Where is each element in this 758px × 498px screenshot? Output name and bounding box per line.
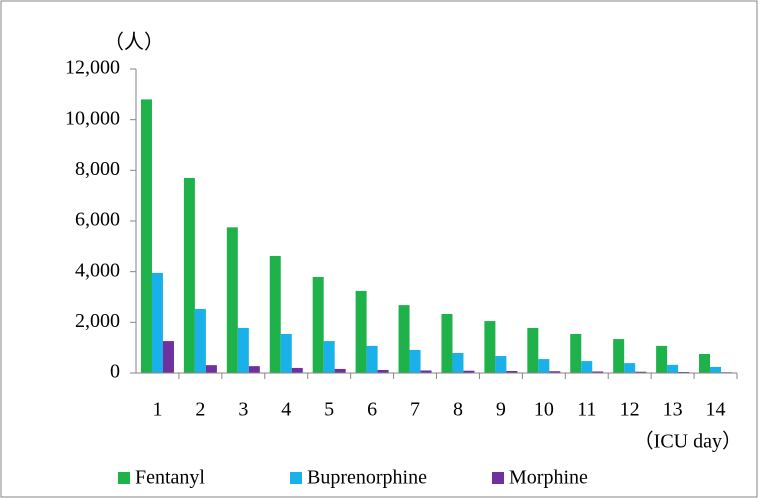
bar	[248, 366, 260, 373]
bar	[549, 371, 561, 373]
y-tick-label: 0	[110, 361, 120, 383]
y-tick-label: 4,000	[75, 259, 120, 281]
bar	[624, 363, 636, 373]
bar	[699, 354, 711, 373]
bar	[656, 345, 668, 373]
bar	[237, 327, 249, 373]
bar	[151, 272, 163, 373]
bar	[527, 327, 539, 373]
bar	[398, 305, 410, 373]
bar	[452, 352, 464, 373]
bar	[226, 227, 238, 373]
x-tick-label: 12	[620, 399, 640, 421]
bar	[538, 359, 550, 373]
bar	[463, 370, 475, 373]
bar	[409, 349, 421, 373]
bar	[323, 341, 335, 373]
legend-swatch	[290, 472, 302, 484]
bar	[355, 290, 367, 373]
bar	[678, 371, 690, 373]
bar	[280, 333, 292, 373]
bar	[613, 339, 625, 373]
bar	[377, 369, 389, 373]
x-tick-label: 2	[195, 399, 205, 421]
bar	[506, 370, 518, 373]
x-tick-label: 10	[534, 399, 554, 421]
x-tick-label: 8	[453, 399, 463, 421]
x-tick-label: 7	[410, 399, 420, 421]
legend-swatch	[118, 472, 130, 484]
bar	[194, 308, 206, 373]
bar	[635, 371, 647, 373]
bar	[312, 276, 324, 373]
y-tick-label: 10,000	[65, 107, 120, 129]
x-tick-label: 1	[152, 399, 162, 421]
x-axis-label: （ICU day）	[634, 430, 742, 453]
bar	[710, 366, 722, 373]
bar	[581, 361, 593, 373]
y-tick-label: 12,000	[65, 57, 120, 79]
bar	[162, 341, 174, 373]
bar	[420, 370, 432, 373]
legend-label: Morphine	[509, 467, 588, 489]
y-axis-label: （人）	[104, 31, 164, 54]
legend-label: Fentanyl	[135, 467, 205, 489]
x-tick-label: 3	[238, 399, 248, 421]
x-tick-label: 13	[663, 399, 683, 421]
bar	[183, 177, 195, 373]
y-tick-label: 8,000	[75, 158, 120, 180]
bar	[205, 365, 217, 373]
x-tick-label: 9	[496, 399, 506, 421]
y-tick-label: 2,000	[75, 310, 120, 332]
bar	[334, 368, 346, 373]
x-tick-label: 4	[281, 399, 291, 421]
bar	[441, 313, 453, 373]
bar	[291, 367, 303, 373]
x-tick-label: 6	[367, 399, 377, 421]
bar	[484, 321, 496, 373]
bar	[269, 255, 281, 373]
bar	[495, 356, 507, 373]
legend-label: Buprenorphine	[307, 467, 427, 489]
bar	[592, 371, 604, 373]
bar	[570, 333, 582, 373]
y-tick-label: 6,000	[75, 209, 120, 231]
x-tick-label: 5	[324, 399, 334, 421]
legend-swatch	[492, 472, 504, 484]
bar	[667, 364, 679, 373]
x-tick-label: 11	[577, 399, 596, 421]
bar	[366, 345, 378, 373]
bar	[140, 99, 152, 374]
x-tick-label: 14	[706, 399, 726, 421]
